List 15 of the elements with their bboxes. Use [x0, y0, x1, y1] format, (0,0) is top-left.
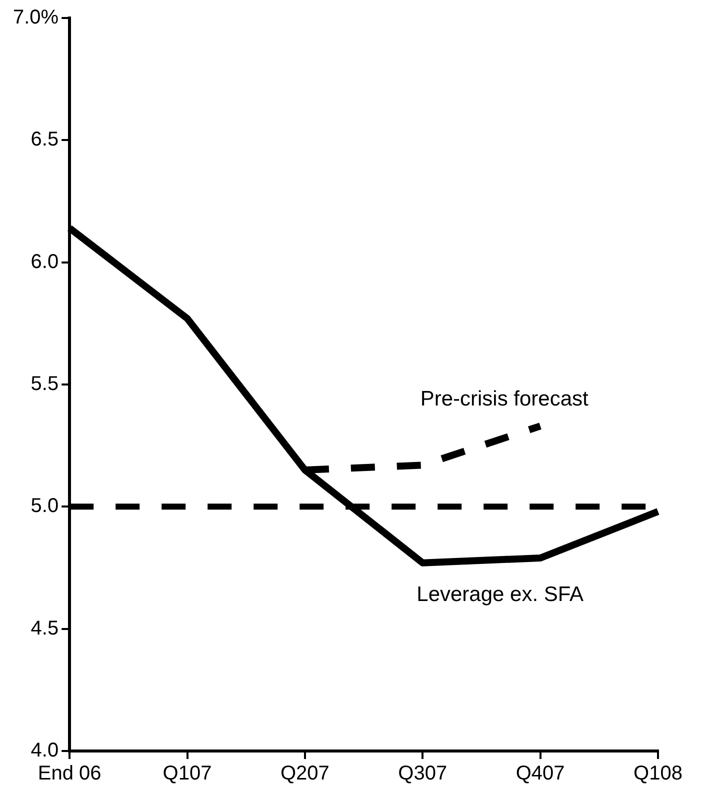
x-tick-label: Q407	[516, 762, 565, 785]
x-tick-label: Q108	[634, 762, 682, 785]
y-tick-label: 4.0	[30, 740, 59, 762]
x-tick-label: Q207	[280, 762, 330, 785]
y-tick-label: 4.5	[30, 617, 59, 640]
y-tick-label: 6.0	[30, 250, 59, 273]
y-tick-label: 5.0	[30, 495, 59, 518]
series-label: Pre-crisis forecast	[420, 387, 589, 410]
series-label: Leverage ex. SFA	[416, 583, 584, 606]
x-tick-label: End 06	[38, 762, 102, 785]
x-tick-label: Q307	[398, 762, 448, 785]
y-tick-label: 6.5	[30, 128, 59, 151]
x-tick-label: Q107	[162, 762, 212, 785]
y-tick-label: 7.0%	[12, 6, 59, 29]
y-tick-label: 5.5	[30, 373, 59, 396]
